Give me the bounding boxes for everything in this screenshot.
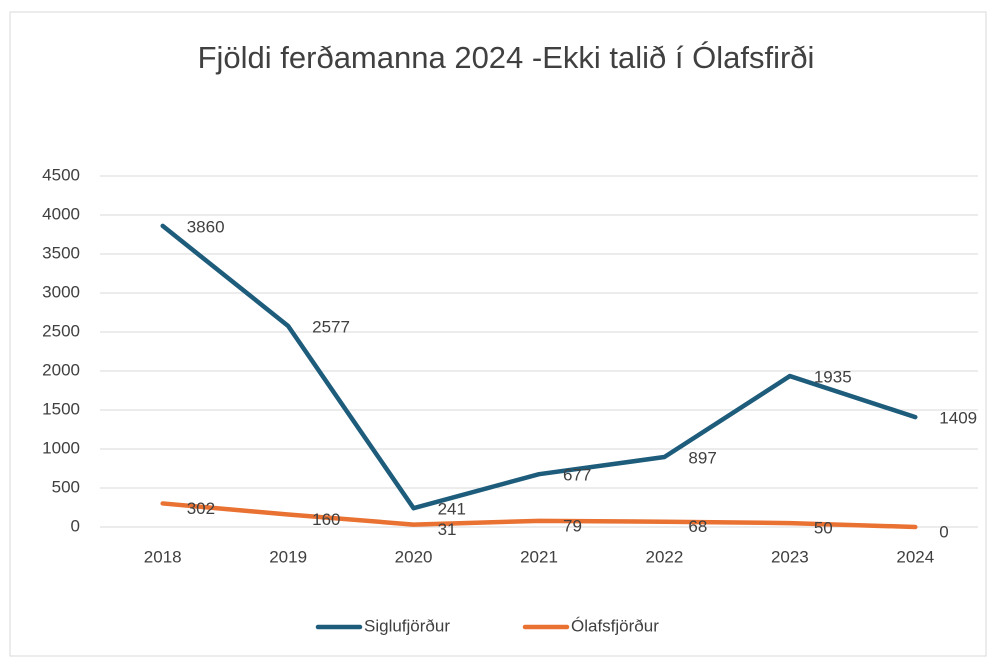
data-label: 1409 — [939, 409, 977, 428]
chart-frame — [9, 11, 987, 657]
y-tick-label: 4000 — [42, 204, 80, 223]
data-label: 31 — [438, 520, 457, 539]
y-tick-label: 4500 — [42, 165, 80, 184]
x-tick-label: 2021 — [520, 547, 558, 566]
x-tick-label: 2019 — [269, 547, 307, 566]
data-label: 241 — [438, 500, 466, 519]
x-tick-label: 2022 — [646, 547, 684, 566]
y-tick-label: 0 — [71, 516, 80, 535]
legend-label: Ólafsfjörður — [571, 616, 659, 635]
y-tick-label: 1500 — [42, 399, 80, 418]
x-tick-label: 2018 — [144, 547, 182, 566]
x-tick-label: 2024 — [896, 547, 934, 566]
y-tick-label: 500 — [52, 477, 80, 496]
y-tick-label: 2000 — [42, 360, 80, 379]
data-label: 302 — [187, 499, 215, 518]
data-label: 3860 — [187, 217, 225, 236]
series-line — [160, 223, 918, 511]
data-label: 0 — [939, 522, 948, 541]
data-label: 79 — [563, 516, 582, 535]
y-tick-label: 3000 — [42, 282, 80, 301]
data-label: 1935 — [814, 368, 852, 387]
data-label: 160 — [312, 510, 340, 529]
data-label: 897 — [688, 449, 716, 468]
data-label: 68 — [688, 517, 707, 536]
x-tick-label: 2023 — [771, 547, 809, 566]
y-tick-label: 2500 — [42, 321, 80, 340]
data-label: 677 — [563, 466, 591, 485]
data-label: 50 — [814, 519, 833, 538]
y-tick-label: 3500 — [42, 243, 80, 262]
y-tick-label: 1000 — [42, 438, 80, 457]
data-label: 2577 — [312, 317, 350, 336]
legend-label: Siglufjörður — [364, 616, 450, 635]
series-line — [160, 501, 918, 530]
x-tick-label: 2020 — [395, 547, 433, 566]
chart-title: Fjöldi ferðamanna 2024 -Ekki talið í Óla… — [198, 40, 815, 75]
